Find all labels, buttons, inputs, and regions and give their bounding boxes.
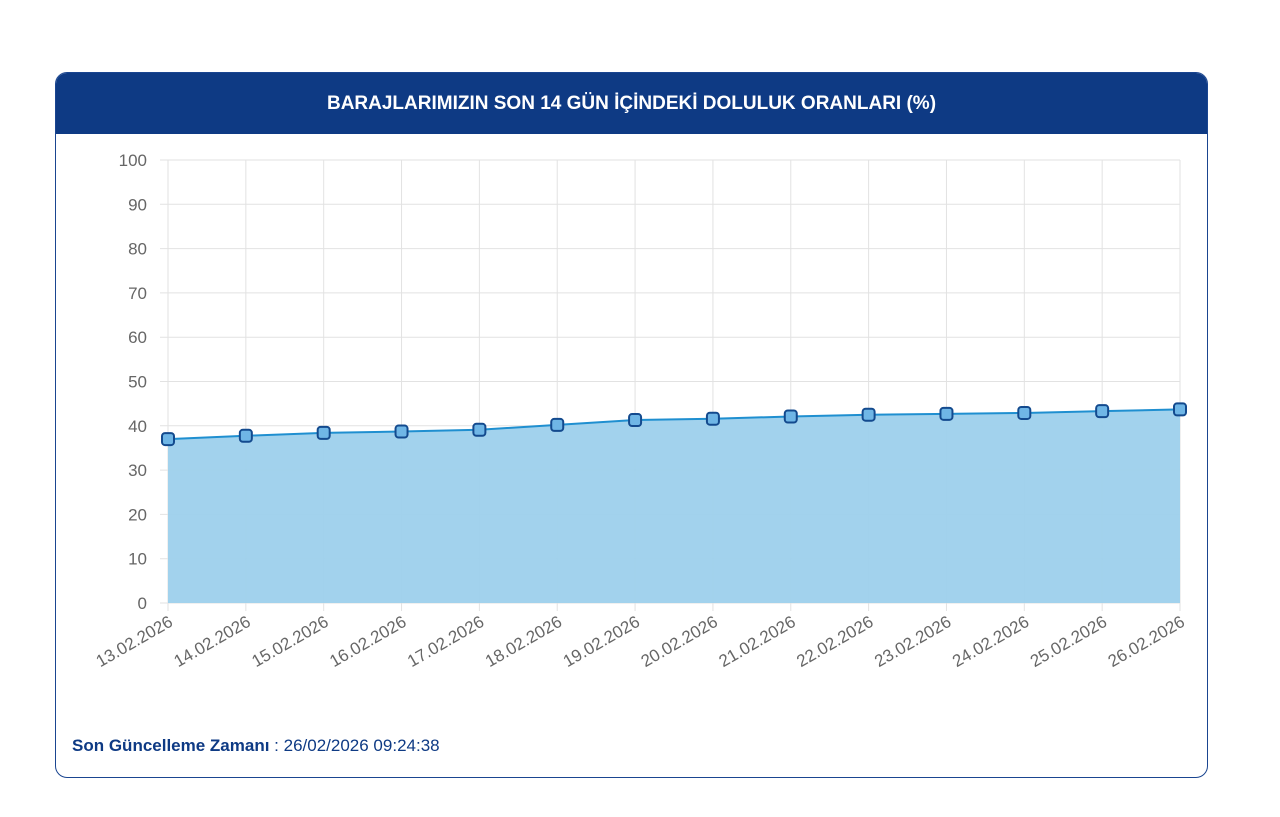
data-point [628, 413, 643, 428]
x-tick-label: 20.02.2026 [638, 612, 721, 671]
last-update-value: 26/02/2026 09:24:38 [283, 736, 440, 755]
last-update-label: Son Güncelleme Zamanı [72, 736, 270, 755]
y-tick-label: 20 [128, 505, 147, 524]
x-tick-label: 13.02.2026 [93, 612, 176, 671]
last-update: Son Güncelleme Zamanı : 26/02/2026 09:24… [72, 736, 440, 756]
x-tick-label: 23.02.2026 [871, 612, 954, 671]
x-tick-label: 16.02.2026 [326, 612, 409, 671]
data-point [472, 422, 487, 437]
data-point [1173, 402, 1187, 417]
y-tick-label: 80 [128, 240, 147, 259]
data-point [238, 428, 253, 443]
chart-title: BARAJLARIMIZIN SON 14 GÜN İÇİNDEKİ DOLUL… [56, 73, 1207, 134]
y-tick-label: 10 [128, 550, 147, 569]
y-tick-label: 100 [119, 151, 147, 170]
y-tick-label: 70 [128, 284, 147, 303]
x-tick-label: 15.02.2026 [248, 612, 331, 671]
last-update-separator: : [269, 736, 284, 755]
x-tick-label: 25.02.2026 [1027, 612, 1110, 671]
data-point [161, 432, 175, 447]
data-point [783, 409, 798, 424]
y-tick-label: 0 [138, 594, 147, 613]
x-tick-label: 21.02.2026 [716, 612, 799, 671]
data-point [939, 406, 954, 421]
area-fill [168, 409, 1180, 603]
series-line [167, 408, 1181, 441]
data-point [394, 424, 409, 439]
y-tick-label: 90 [128, 195, 147, 214]
y-tick-label: 40 [128, 417, 147, 436]
y-tick-label: 60 [128, 328, 147, 347]
x-tick-label: 18.02.2026 [482, 612, 565, 671]
y-tick-label: 50 [128, 373, 147, 392]
data-point [705, 411, 720, 426]
x-tick-label: 17.02.2026 [404, 612, 487, 671]
data-point [316, 425, 331, 440]
x-tick-label: 19.02.2026 [560, 612, 643, 671]
data-point [550, 417, 565, 432]
x-tick-label: 22.02.2026 [793, 612, 876, 671]
data-point [1017, 405, 1032, 420]
data-point [861, 407, 876, 422]
x-tick-label: 14.02.2026 [171, 612, 254, 671]
y-tick-label: 30 [128, 461, 147, 480]
x-tick-label: 24.02.2026 [949, 612, 1032, 671]
x-tick-label: 26.02.2026 [1105, 612, 1188, 671]
data-point [1095, 404, 1110, 419]
